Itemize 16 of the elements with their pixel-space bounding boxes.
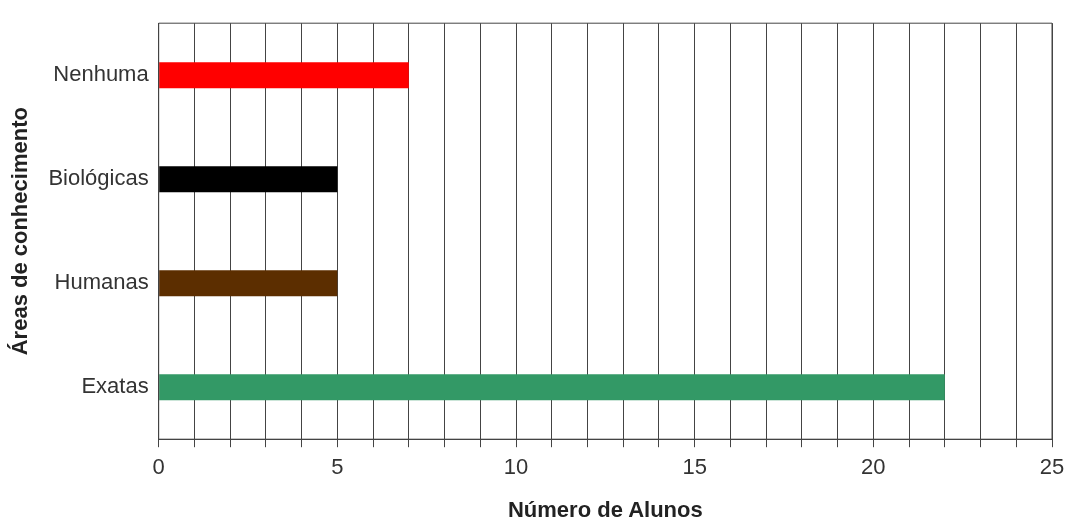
x-tick-label: 5	[331, 454, 344, 480]
bar	[159, 62, 409, 89]
x-tick-label: 0	[152, 454, 165, 480]
x-tick-label: 20	[861, 454, 886, 480]
x-axis-title: Número de Alunos	[507, 496, 703, 522]
x-tick-label: 15	[682, 454, 707, 480]
y-tick-label: Biológicas	[48, 165, 149, 191]
y-tick-label: Nenhuma	[53, 61, 150, 87]
bar	[159, 166, 338, 193]
x-tick-label: 10	[503, 454, 529, 480]
bar	[159, 270, 338, 297]
y-tick-label: Humanas	[54, 269, 149, 295]
y-tick-label: Exatas	[81, 373, 149, 399]
x-tick-label: 25	[1039, 454, 1065, 480]
bar	[159, 374, 945, 401]
y-axis-title: Áreas de conhecimento	[7, 107, 33, 356]
